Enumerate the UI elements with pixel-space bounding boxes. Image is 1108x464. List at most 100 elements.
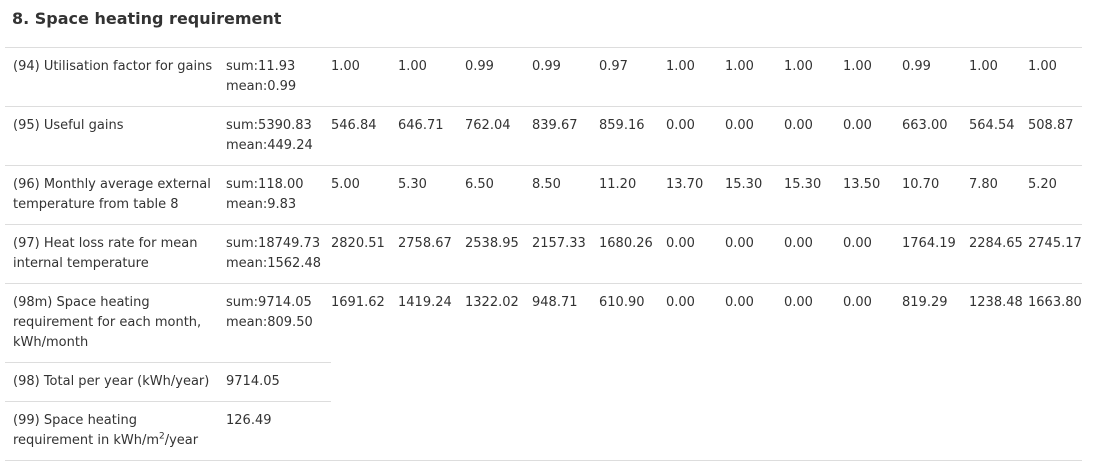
- unit-superscript: 2: [159, 431, 165, 442]
- month-value: 0.00: [725, 224, 784, 284]
- month-value: 859.16: [599, 106, 666, 166]
- month-value: 0.00: [666, 106, 725, 166]
- month-value: 1.00: [725, 47, 784, 107]
- row-label-line: temperature from table 8: [13, 197, 179, 212]
- month-value: 8.50: [532, 165, 599, 225]
- row-mean: mean:809.50: [226, 315, 313, 330]
- month-value: 0.00: [784, 224, 843, 284]
- row-sum: sum:18749.73: [226, 236, 321, 251]
- table-row: (98m) Space heating requirement for each…: [5, 283, 1082, 363]
- row-label: (97) Heat loss rate for mean internal te…: [5, 224, 226, 284]
- row-sum: sum:118.00: [226, 177, 304, 192]
- month-value: 0.99: [465, 47, 532, 107]
- month-value: 762.04: [465, 106, 532, 166]
- row-stats: sum:11.93 mean:0.99: [226, 47, 331, 107]
- month-value: 0.00: [784, 283, 843, 363]
- month-value: 1.00: [969, 47, 1028, 107]
- total-value: 9714.05: [226, 362, 331, 402]
- month-value: 0.00: [843, 106, 902, 166]
- month-value: 1238.48: [969, 283, 1028, 363]
- month-value: 0.00: [725, 283, 784, 363]
- month-value: 2538.95: [465, 224, 532, 284]
- total-label-line: requirement in kWh/m2/year: [13, 431, 226, 451]
- row-label-line: (96) Monthly average external: [13, 177, 211, 192]
- month-value: 0.00: [666, 283, 725, 363]
- month-value: 5.00: [331, 165, 398, 225]
- row-stats: sum:118.00 mean:9.83: [226, 165, 331, 225]
- month-value: 0.00: [666, 224, 725, 284]
- month-value: 15.30: [725, 165, 784, 225]
- month-value: 1.00: [843, 47, 902, 107]
- row-sum: sum:11.93: [226, 59, 296, 74]
- row-label-line: internal temperature: [13, 256, 149, 271]
- total-label: (99) Space heating requirement in kWh/m2…: [5, 401, 226, 461]
- row-label-line: (97) Heat loss rate for mean: [13, 236, 198, 251]
- month-value: 1.00: [666, 47, 725, 107]
- space-heating-table: (94) Utilisation factor for gains sum:11…: [5, 47, 1082, 461]
- row-mean: mean:1562.48: [226, 256, 322, 271]
- month-value: 646.71: [398, 106, 465, 166]
- row-label-line: kWh/month: [13, 335, 89, 350]
- month-value: 1419.24: [398, 283, 465, 363]
- row-label-line: requirement for each month,: [13, 315, 202, 330]
- month-value: 1.00: [398, 47, 465, 107]
- month-value: 1691.62: [331, 283, 398, 363]
- unit-text: /year: [164, 433, 199, 448]
- month-value: 610.90: [599, 283, 666, 363]
- total-row: (99) Space heating requirement in kWh/m2…: [5, 401, 1082, 461]
- month-value: 1.00: [784, 47, 843, 107]
- table-row: (95) Useful gains sum:5390.83 mean:449.2…: [5, 106, 1082, 166]
- total-value: 126.49: [226, 401, 331, 461]
- month-value: 1680.26: [599, 224, 666, 284]
- month-value: 819.29: [902, 283, 969, 363]
- row-sum: sum:9714.05: [226, 295, 312, 310]
- month-value: 1.00: [331, 47, 398, 107]
- month-value: 2745.17: [1028, 224, 1082, 284]
- row-label: (95) Useful gains: [5, 106, 226, 166]
- month-value: 13.50: [843, 165, 902, 225]
- month-value: 1.00: [1028, 47, 1082, 107]
- month-value: 13.70: [666, 165, 725, 225]
- table-row: (96) Monthly average external temperatur…: [5, 165, 1082, 225]
- month-value: 6.50: [465, 165, 532, 225]
- month-value: 0.99: [532, 47, 599, 107]
- month-value: 7.80: [969, 165, 1028, 225]
- row-label: (94) Utilisation factor for gains: [5, 47, 226, 107]
- row-mean: mean:0.99: [226, 79, 297, 94]
- month-value: 0.97: [599, 47, 666, 107]
- month-value: 0.00: [725, 106, 784, 166]
- month-value: 2157.33: [532, 224, 599, 284]
- month-value: 2758.67: [398, 224, 465, 284]
- total-row: (98) Total per year (kWh/year) 9714.05: [5, 362, 1082, 402]
- row-stats: sum:18749.73 mean:1562.48: [226, 224, 331, 284]
- month-value: 10.70: [902, 165, 969, 225]
- total-label-line: (99) Space heating: [13, 413, 137, 428]
- month-value: 0.99: [902, 47, 969, 107]
- month-value: 0.00: [784, 106, 843, 166]
- month-value: 11.20: [599, 165, 666, 225]
- row-sum: sum:5390.83: [226, 118, 312, 133]
- row-label: (96) Monthly average external temperatur…: [5, 165, 226, 225]
- month-value: 0.00: [843, 283, 902, 363]
- month-value: 948.71: [532, 283, 599, 363]
- row-mean: mean:9.83: [226, 197, 297, 212]
- table-row: (97) Heat loss rate for mean internal te…: [5, 224, 1082, 284]
- month-value: 5.30: [398, 165, 465, 225]
- month-value: 1663.80: [1028, 283, 1082, 363]
- row-stats: sum:9714.05 mean:809.50: [226, 283, 331, 363]
- month-value: 663.00: [902, 106, 969, 166]
- row-label: (98m) Space heating requirement for each…: [5, 283, 226, 363]
- month-value: 564.54: [969, 106, 1028, 166]
- row-mean: mean:449.24: [226, 138, 313, 153]
- month-value: 839.67: [532, 106, 599, 166]
- table-row: (94) Utilisation factor for gains sum:11…: [5, 47, 1082, 107]
- total-label: (98) Total per year (kWh/year): [5, 362, 226, 402]
- month-value: 15.30: [784, 165, 843, 225]
- unit-text: requirement in kWh/m: [13, 433, 159, 448]
- month-value: 508.87: [1028, 106, 1082, 166]
- month-value: 546.84: [331, 106, 398, 166]
- section-title: 8. Space heating requirement: [12, 9, 282, 28]
- month-value: 2820.51: [331, 224, 398, 284]
- month-value: 5.20: [1028, 165, 1082, 225]
- month-value: 2284.65: [969, 224, 1028, 284]
